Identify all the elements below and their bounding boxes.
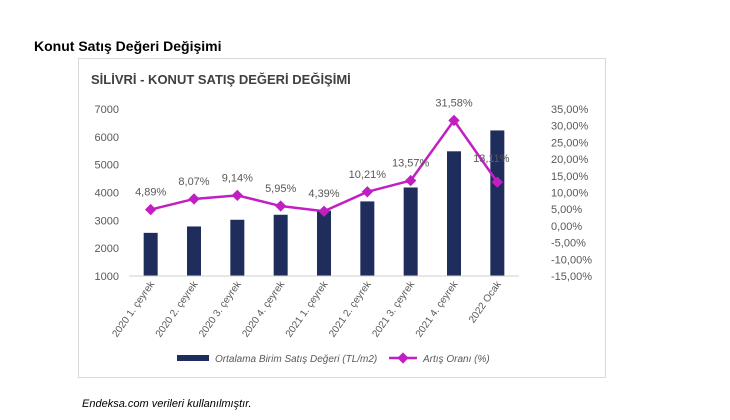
y2-tick-label: 0,00% [551,221,582,233]
line-marker [318,205,330,217]
legend: Ortalama Birim Satış Değeri (TL/m2) Artı… [177,352,490,365]
data-label: 10,21% [349,169,387,181]
line-marker [275,200,287,212]
x-tick-label: 2020 1. çeyrek [110,279,157,340]
data-label: 13,11% [473,153,510,165]
x-tick-label: 2022 Ocak [467,279,504,326]
y-tick-label: 7000 [95,104,119,116]
legend-bar-swatch [177,355,209,361]
y2-tick-label: -10,00% [551,254,592,266]
line-marker [491,176,503,188]
line-series: 4,89% 8,07% 9,14% 5,95% 4,39% 10,21% 13,57% 31,… [135,97,510,217]
line-marker [188,193,200,205]
data-label: 9,14% [222,172,253,184]
y-tick-label: 5000 [95,160,119,172]
x-tick-label: 2021 2. çeyrek [327,279,374,340]
bar [447,151,461,276]
legend-line-marker [397,352,409,364]
bar [403,187,418,276]
data-label: 4,89% [135,187,166,199]
x-tick-label: 2020 2. çeyrek [154,279,201,340]
bar [317,210,331,276]
combo-chart: SİLİVRİ - KONUT SATIŞ DEĞERİ DEĞİŞİMİ 4,… [91,72,592,365]
y-tick-label: 1000 [95,271,119,283]
bar [187,226,201,276]
x-tick-label: 2021 4. çeyrek [414,279,461,340]
y2-tick-label: 25,00% [551,137,589,149]
x-tick-label: 2021 1. çeyrek [284,279,331,340]
y2-tick-label: 10,00% [551,188,589,200]
right-axis: -15,00% -10,00% -5,00% 0,00% 5,00% 10,00% 15,0… [551,104,592,283]
legend-bar-label: Ortalama Birim Satış Değeri (TL/m2) [215,354,377,365]
y-tick-label: 4000 [95,188,119,200]
y2-tick-label: 35,00% [551,104,589,116]
data-label: 31,58% [435,97,473,109]
page-heading: Konut Satış Değeri Değişimi [34,38,222,54]
data-label: 4,39% [308,188,339,200]
bar [490,130,505,276]
x-tick-label: 2020 3. çeyrek [197,279,244,340]
data-label: 13,57% [392,158,430,170]
y2-tick-label: 20,00% [551,154,589,166]
line-marker [145,203,157,216]
bar-series [143,130,505,276]
y2-tick-label: -15,00% [551,271,592,283]
chart-title: SİLİVRİ - KONUT SATIŞ DEĞERİ DEĞİŞİMİ [91,72,351,87]
bar [360,201,375,276]
y-tick-label: 2000 [95,243,119,255]
x-tick-label: 2020 4. çeyrek [240,279,287,340]
y2-tick-label: 15,00% [551,171,589,183]
data-label: 5,95% [265,183,296,195]
source-footnote: Endeksa.com verileri kullanılmıştır. [82,398,252,410]
legend-line-label: Artış Oranı (%) [422,354,490,365]
y2-tick-label: 5,00% [551,204,582,216]
bar [143,232,158,276]
y-tick-label: 3000 [95,215,119,227]
y2-tick-label: 30,00% [551,121,589,133]
data-label: 8,07% [178,176,209,188]
line-marker [231,189,243,202]
x-tick-label: 2021 3. çeyrek [370,279,417,340]
line-marker [361,186,373,198]
y-tick-label: 6000 [95,132,119,144]
bar [273,214,288,276]
left-axis: 1000 2000 3000 4000 5000 6000 7000 [95,104,119,283]
bar [230,219,245,276]
chart-frame: SİLİVRİ - KONUT SATIŞ DEĞERİ DEĞİŞİMİ 4,… [78,58,606,378]
y2-tick-label: -5,00% [551,238,586,250]
